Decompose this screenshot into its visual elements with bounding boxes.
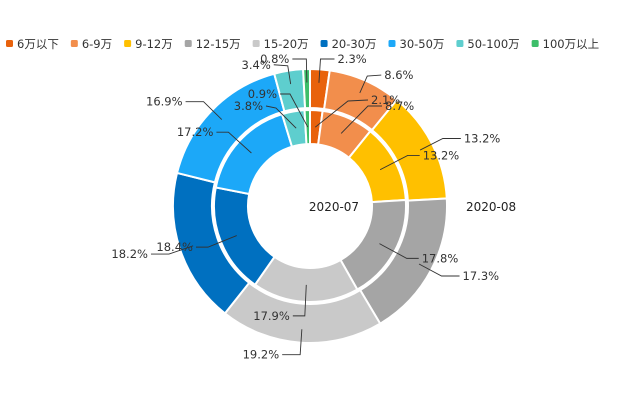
legend-item[interactable]: 20-30万 <box>320 37 377 51</box>
outer-data-label: 17.3% <box>463 269 500 283</box>
inner-data-label: 17.9% <box>253 309 290 323</box>
outer-leader-line <box>273 64 292 85</box>
legend-swatch <box>124 40 132 47</box>
legend-item[interactable]: 6万以下 <box>6 37 59 51</box>
outer-data-label: 13.2% <box>464 132 501 146</box>
legend-label: 100万以上 <box>543 37 599 51</box>
legend-label: 6万以下 <box>17 37 59 51</box>
inner-series-label: 2020-07 <box>309 200 359 214</box>
outer-series-label: 2020-08 <box>466 200 516 214</box>
inner-data-label: 17.2% <box>177 125 214 139</box>
inner-leader-line <box>379 154 420 171</box>
outer-ring <box>172 67 448 344</box>
legend-label: 9-12万 <box>135 37 173 51</box>
legend-label: 12-15万 <box>196 37 241 51</box>
legend-swatch <box>531 40 539 47</box>
outer-data-label: 18.2% <box>111 247 148 261</box>
inner-leader-line <box>216 131 252 154</box>
data-labels: 2.1%8.7% 13.2% 17.8% 17.9% 18.4% 17.2% 3.8%0.9… <box>111 52 500 362</box>
legend-item[interactable]: 15-20万 <box>252 37 309 51</box>
outer-data-label: 16.9% <box>146 95 183 109</box>
legend-swatch <box>6 40 13 47</box>
inner-leader-line <box>195 235 237 248</box>
outer-leader-line <box>150 245 194 255</box>
outer-leader-line <box>419 138 461 151</box>
inner-leader-line <box>280 93 309 128</box>
legend-swatch <box>320 40 328 47</box>
legend-swatch <box>252 40 260 47</box>
outer-leader-line <box>318 58 335 83</box>
outer-leader-line <box>282 329 303 356</box>
inner-data-label: 18.4% <box>156 240 193 254</box>
outer-leader-line <box>359 74 382 94</box>
outer-data-label: 3.4% <box>242 58 271 72</box>
inner-data-label: 3.8% <box>234 99 263 113</box>
legend-label: 6-9万 <box>82 37 112 51</box>
inner-leader-line <box>292 284 307 317</box>
outer-data-label: 2.3% <box>337 52 366 66</box>
inner-data-label: 2.1% <box>371 93 400 107</box>
legend: 6万以下 6-9万 9-12万 12-15万 15-20万 20-30万 30-50万 50-… <box>6 37 599 51</box>
legend-swatch <box>388 40 396 47</box>
legend-item[interactable]: 12-15万 <box>184 37 241 51</box>
inner-ring <box>213 108 407 303</box>
legend-swatch <box>70 40 78 47</box>
outer-data-label: 0.8% <box>260 52 289 66</box>
legend-item[interactable]: 50-100万 <box>456 37 520 51</box>
legend-item[interactable]: 6-9万 <box>70 37 112 51</box>
legend-label: 20-30万 <box>332 37 377 51</box>
outer-leader-line <box>185 101 223 120</box>
legend-label: 15-20万 <box>264 37 309 51</box>
inner-leader-line <box>265 105 297 129</box>
inner-data-label: 8.7% <box>385 99 414 113</box>
inner-leader-line <box>340 105 382 134</box>
inner-data-label: 13.2% <box>423 148 460 162</box>
outer-ring-slice[interactable] <box>302 67 311 110</box>
legend-swatch <box>184 40 192 47</box>
outer-leader-line <box>292 58 308 83</box>
outer-data-label: 19.2% <box>243 348 280 362</box>
legend-swatch <box>456 40 464 47</box>
inner-leader-line <box>379 243 419 259</box>
inner-data-label: 0.9% <box>248 87 277 101</box>
outer-data-label: 8.6% <box>384 68 413 82</box>
inner-leader-line <box>314 99 369 128</box>
legend-label: 50-100万 <box>467 37 519 51</box>
outer-leader-line <box>418 263 460 277</box>
inner-data-label: 17.8% <box>422 251 459 265</box>
legend-label: 30-50万 <box>400 37 445 51</box>
legend-item[interactable]: 30-50万 <box>388 37 445 51</box>
legend-item[interactable]: 9-12万 <box>124 37 173 51</box>
legend-item[interactable]: 100万以上 <box>531 37 599 51</box>
